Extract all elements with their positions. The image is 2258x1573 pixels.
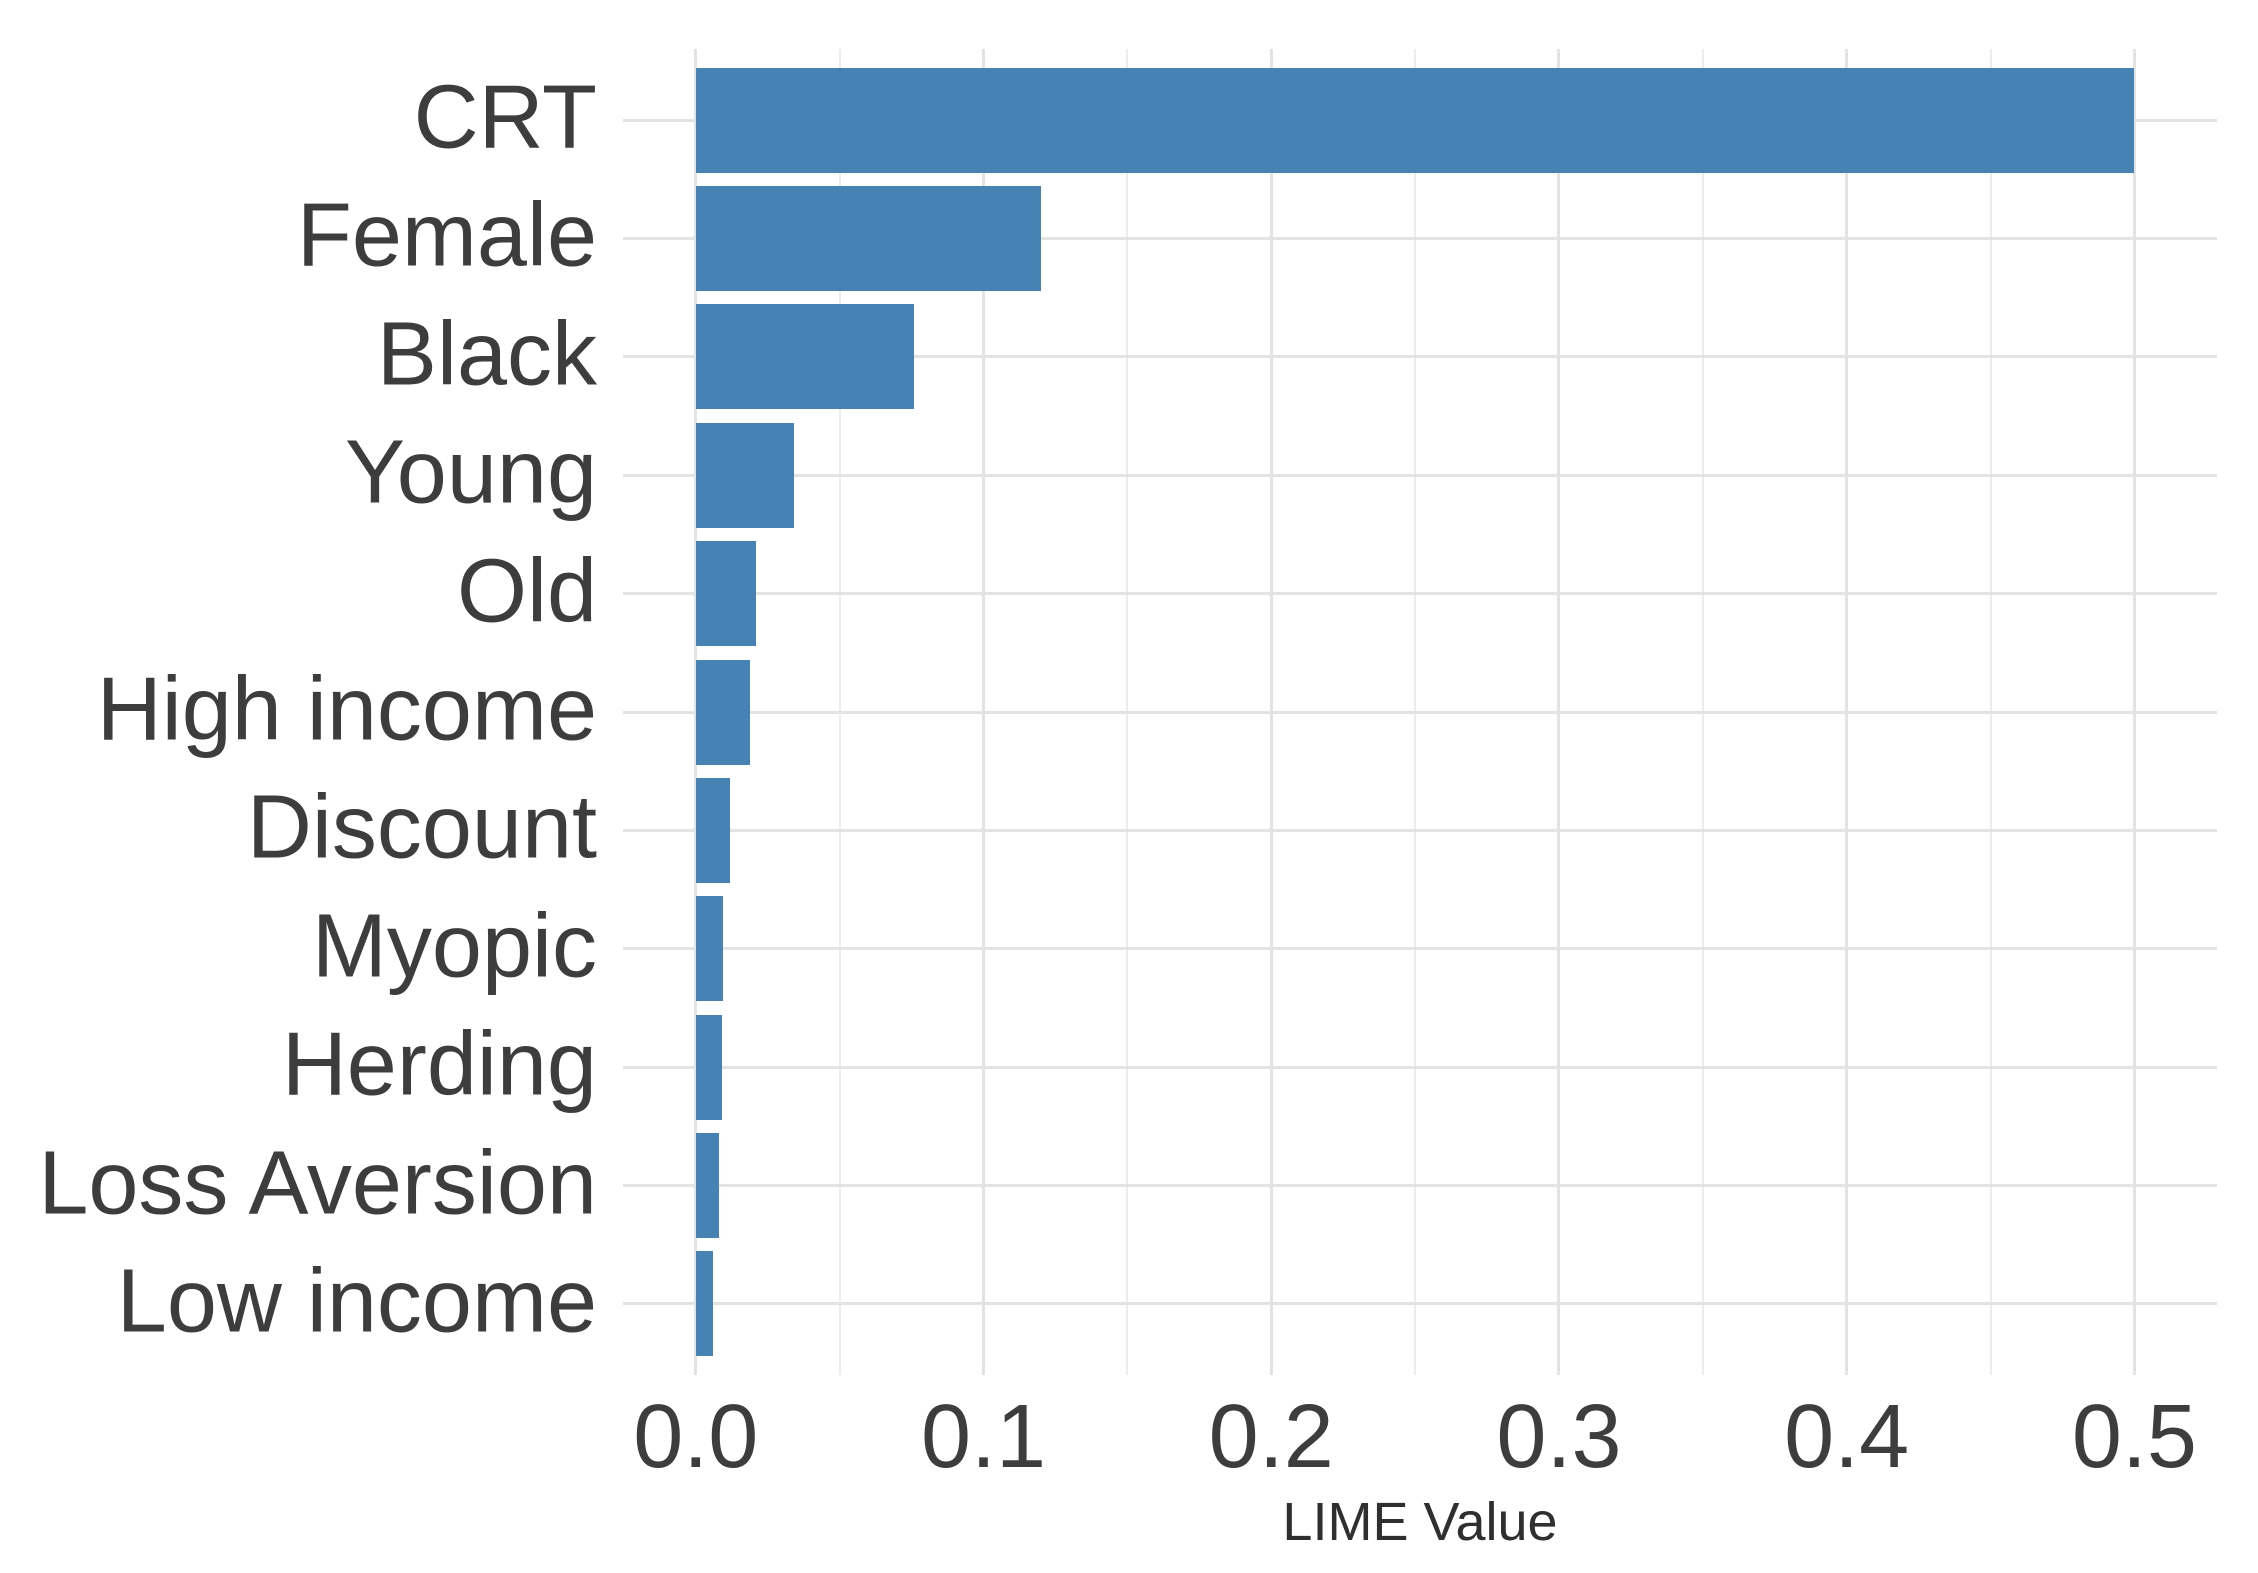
grid-hline (623, 828, 2217, 832)
y-axis-label: Herding (281, 1014, 597, 1115)
x-tick-label: 0.4 (1784, 1387, 1910, 1487)
plot-panel (623, 49, 2217, 1375)
grid-hline (623, 236, 2217, 240)
grid-hline (623, 710, 2217, 714)
grid-hline (623, 1302, 2217, 1306)
y-axis-label: CRT (413, 67, 597, 168)
bar (695, 541, 757, 647)
bar (695, 304, 915, 410)
y-axis-label: Low income (116, 1251, 597, 1352)
y-axis-label: High income (96, 659, 597, 760)
x-tick-label: 0.1 (920, 1387, 1047, 1487)
bar (695, 896, 724, 1002)
bar (695, 1133, 719, 1239)
bar (695, 185, 1042, 291)
x-tick-label: 0.2 (1208, 1387, 1334, 1487)
x-axis-title: LIME Value (1282, 1492, 1558, 1552)
bar (695, 777, 731, 883)
grid-hline (623, 1184, 2217, 1188)
x-tick-label: 0.5 (2071, 1387, 2197, 1487)
grid-hline (623, 355, 2217, 359)
bar (695, 67, 2135, 173)
x-tick-label: 0.0 (633, 1387, 759, 1487)
grid-hline (623, 947, 2217, 951)
bar (695, 422, 794, 528)
bar (695, 659, 751, 765)
grid-hline (623, 592, 2217, 596)
y-axis-label: Old (456, 540, 597, 641)
y-axis-label: Young (345, 422, 597, 523)
bar (695, 1014, 722, 1120)
y-axis-label: Black (376, 304, 597, 405)
y-axis-label: Myopic (311, 896, 597, 997)
x-tick-label: 0.3 (1496, 1387, 1622, 1487)
grid-hline (623, 1065, 2217, 1069)
grid-hline (623, 473, 2217, 477)
bar (695, 1251, 714, 1357)
y-axis-label: Female (296, 185, 597, 286)
y-axis-label: Loss Aversion (38, 1132, 597, 1233)
y-axis-label: Discount (246, 777, 597, 878)
